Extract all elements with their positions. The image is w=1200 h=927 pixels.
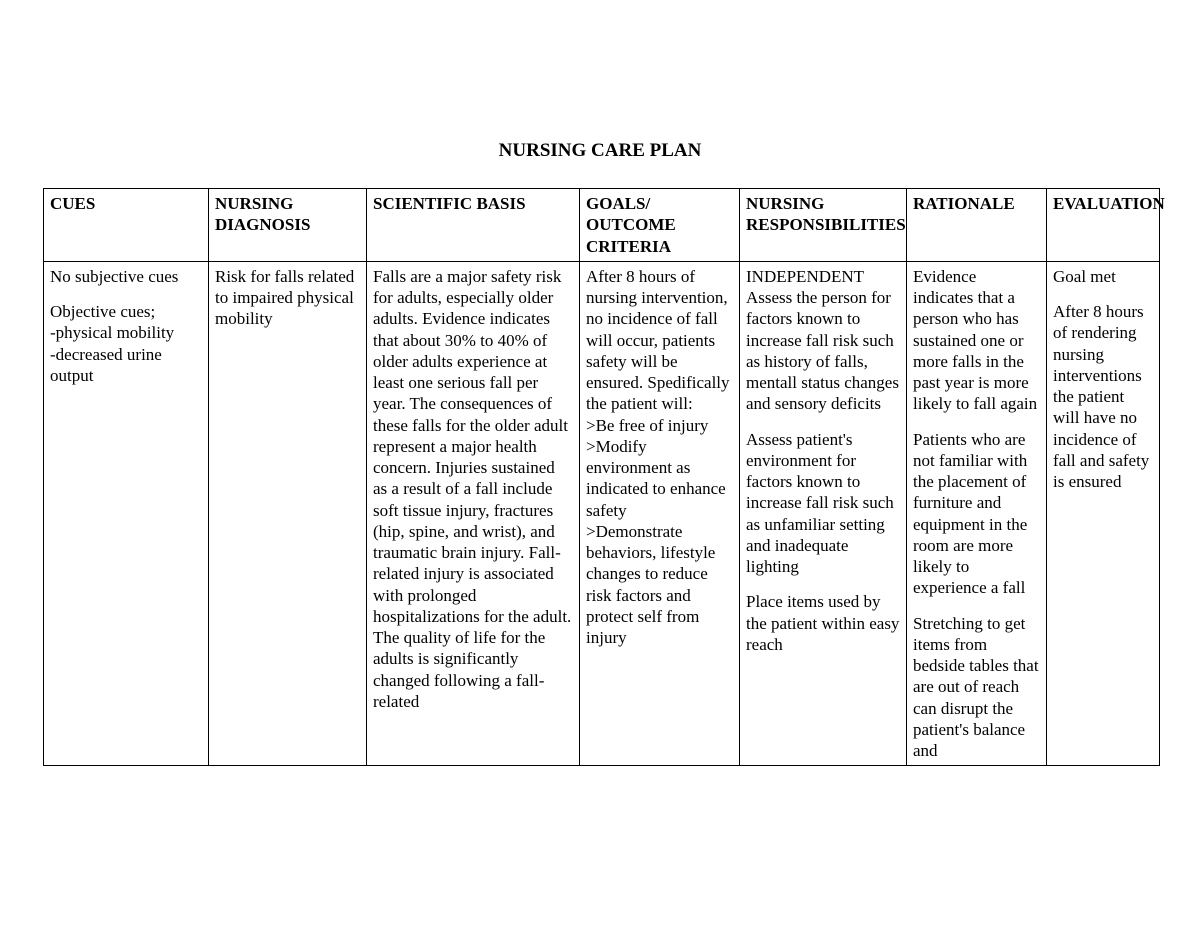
cell-goals: After 8 hours of nursing intervention, n… — [580, 261, 740, 766]
cell-resp: INDEPENDENT Assess the person for factor… — [740, 261, 907, 766]
cell-text: Place items used by the patient within e… — [746, 591, 900, 655]
cell-text: Evidence indicates that a person who has… — [913, 266, 1040, 415]
cell-text: Objective cues; -physical mobility -decr… — [50, 301, 202, 386]
cell-evaluation: Goal met After 8 hours of rendering nurs… — [1047, 261, 1160, 766]
cell-text: After 8 hours of nursing intervention, n… — [586, 266, 733, 649]
table-header-row: CUES NURSING DIAGNOSIS SCIENTIFIC BASIS … — [44, 189, 1160, 262]
cell-text: Risk for falls related to impaired physi… — [215, 266, 360, 330]
page-title: NURSING CARE PLAN — [0, 140, 1200, 162]
col-goals: GOALS/ OUTCOME CRITERIA — [580, 189, 740, 262]
cell-cues: No subjective cues Objective cues; -phys… — [44, 261, 209, 766]
page: NURSING CARE PLAN CUES NURSING DIAGNOSIS… — [0, 0, 1200, 927]
cell-text: Patients who are not familiar with the p… — [913, 429, 1040, 599]
cell-text: Assess patient's environment for factors… — [746, 429, 900, 578]
col-evaluation: EVALUATION — [1047, 189, 1160, 262]
cell-text: No subjective cues — [50, 266, 202, 287]
col-resp: NURSING RESPONSIBILITIES — [740, 189, 907, 262]
care-plan-table: CUES NURSING DIAGNOSIS SCIENTIFIC BASIS … — [43, 188, 1160, 766]
cell-text: Stretching to get items from bedside tab… — [913, 613, 1040, 762]
cell-text: Falls are a major safety risk for adults… — [373, 266, 573, 712]
cell-text: INDEPENDENT Assess the person for factor… — [746, 266, 900, 415]
col-cues: CUES — [44, 189, 209, 262]
cell-text: Goal met — [1053, 266, 1153, 287]
col-diagnosis: NURSING DIAGNOSIS — [209, 189, 367, 262]
cell-basis: Falls are a major safety risk for adults… — [367, 261, 580, 766]
table-row: No subjective cues Objective cues; -phys… — [44, 261, 1160, 766]
col-rationale: RATIONALE — [907, 189, 1047, 262]
cell-rationale: Evidence indicates that a person who has… — [907, 261, 1047, 766]
cell-diagnosis: Risk for falls related to impaired physi… — [209, 261, 367, 766]
col-basis: SCIENTIFIC BASIS — [367, 189, 580, 262]
cell-text: After 8 hours of rendering nursing inter… — [1053, 301, 1153, 492]
